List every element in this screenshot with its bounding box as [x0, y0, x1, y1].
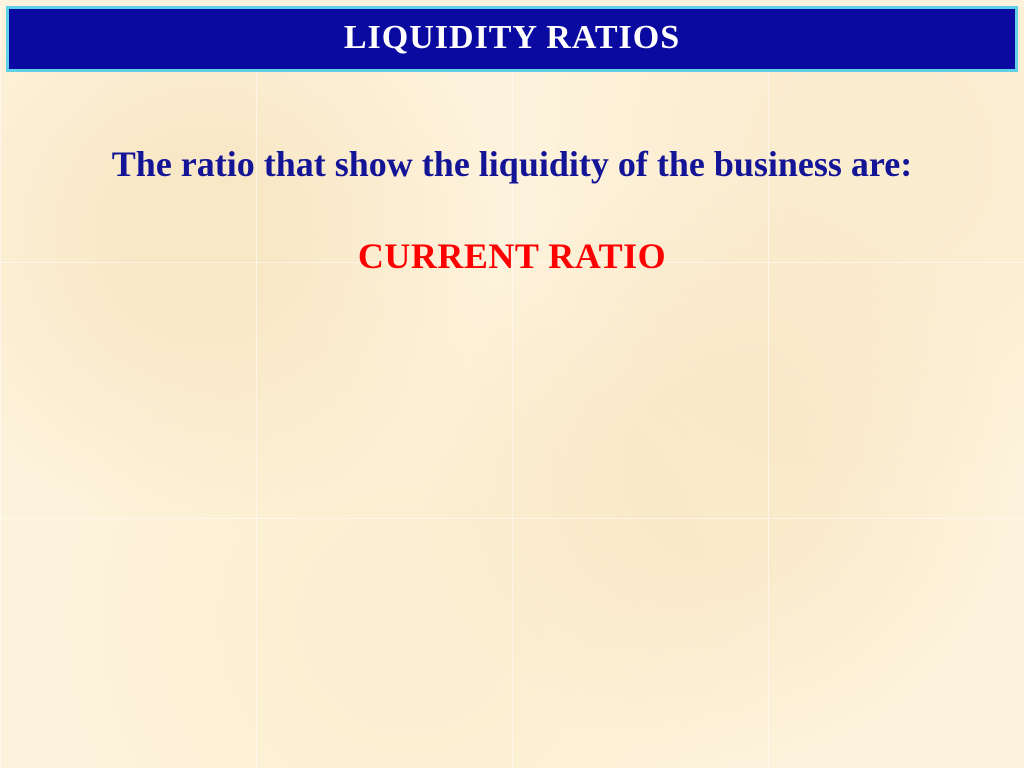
slide-content: The ratio that show the liquidity of the…	[0, 72, 1024, 277]
slide-title: LIQUIDITY RATIOS	[344, 19, 680, 56]
intro-text: The ratio that show the liquidity of the…	[62, 140, 962, 189]
title-bar: LIQUIDITY RATIOS	[6, 6, 1018, 72]
ratio-name: CURRENT RATIO	[0, 235, 1024, 277]
